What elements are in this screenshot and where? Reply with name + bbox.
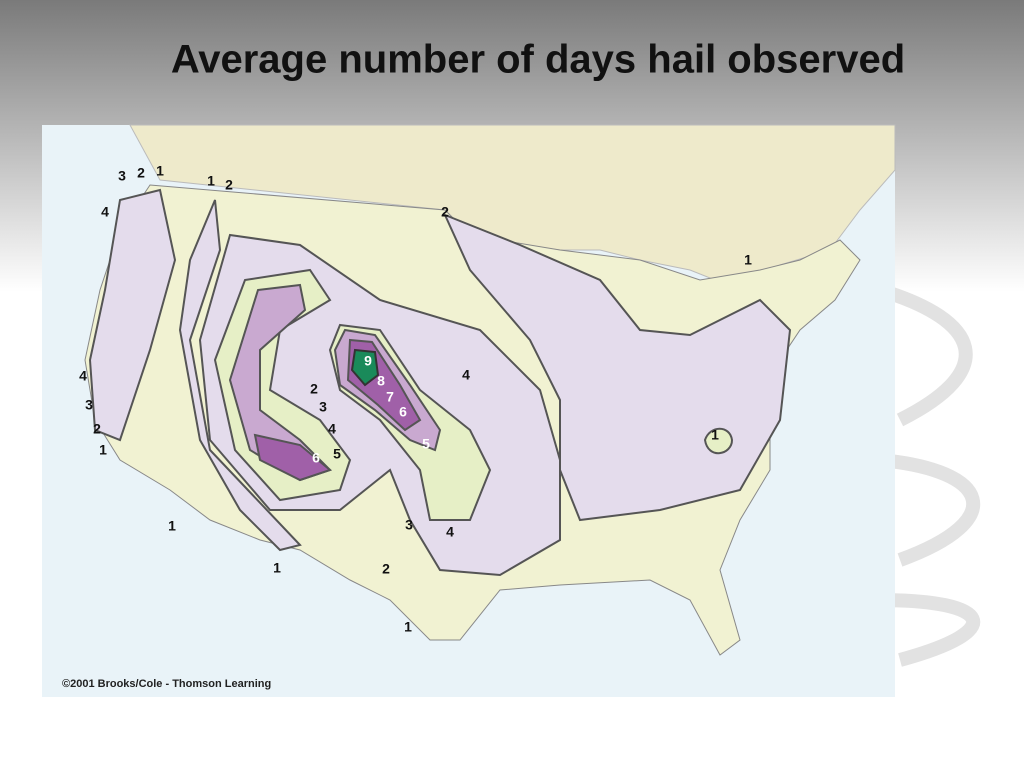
- contour-label: 2: [225, 177, 233, 193]
- contour-label: 5: [333, 446, 341, 462]
- credit: ©2001 Brooks/Cole - Thomson Learning: [62, 678, 271, 690]
- decoration: [877, 283, 981, 667]
- contour-label: 2: [93, 421, 101, 437]
- contour-label: 2: [382, 561, 390, 577]
- contour-label: 1: [711, 427, 719, 443]
- contour-label: 3: [319, 399, 327, 415]
- contour-label: 7: [386, 389, 394, 405]
- contour-label: 2: [137, 165, 145, 181]
- zone-east-1: [443, 213, 792, 522]
- contour-label: 2: [310, 381, 318, 397]
- contour-label: 2: [441, 204, 449, 220]
- contour-label: 1: [168, 518, 176, 534]
- contour-label: 8: [377, 373, 385, 389]
- contour-label: 4: [446, 524, 454, 540]
- contour-label: 1: [744, 252, 752, 268]
- contour-label: 3: [85, 397, 93, 413]
- zone-6-west: [253, 433, 333, 482]
- contour-label: 1: [404, 619, 412, 635]
- zone-west-coast: [88, 188, 177, 442]
- slide-title: Average number of days hail observed: [171, 38, 905, 82]
- contour-label: 1: [156, 163, 164, 179]
- contour-label: 5: [422, 436, 430, 452]
- map: ©2001 Brooks/Cole - Thomson Learning: [42, 124, 896, 697]
- contour-label: 1: [207, 173, 215, 189]
- contour-label: 4: [328, 421, 336, 437]
- contour-label: 3: [405, 517, 413, 533]
- zone-west-1: [178, 199, 302, 552]
- contour-label: 4: [462, 367, 470, 383]
- zone-4: [228, 283, 332, 482]
- contour-label: 3: [118, 168, 126, 184]
- contour-label: 9: [364, 353, 372, 369]
- contour-label: 1: [99, 442, 107, 458]
- contour-label: 1: [273, 560, 281, 576]
- contour-label: 6: [399, 404, 407, 420]
- zone-9: [350, 348, 380, 387]
- contour-label: 4: [79, 368, 87, 384]
- contour-label: 4: [101, 204, 109, 220]
- zone-1-east: [703, 427, 734, 455]
- contour-label: 6: [312, 450, 320, 466]
